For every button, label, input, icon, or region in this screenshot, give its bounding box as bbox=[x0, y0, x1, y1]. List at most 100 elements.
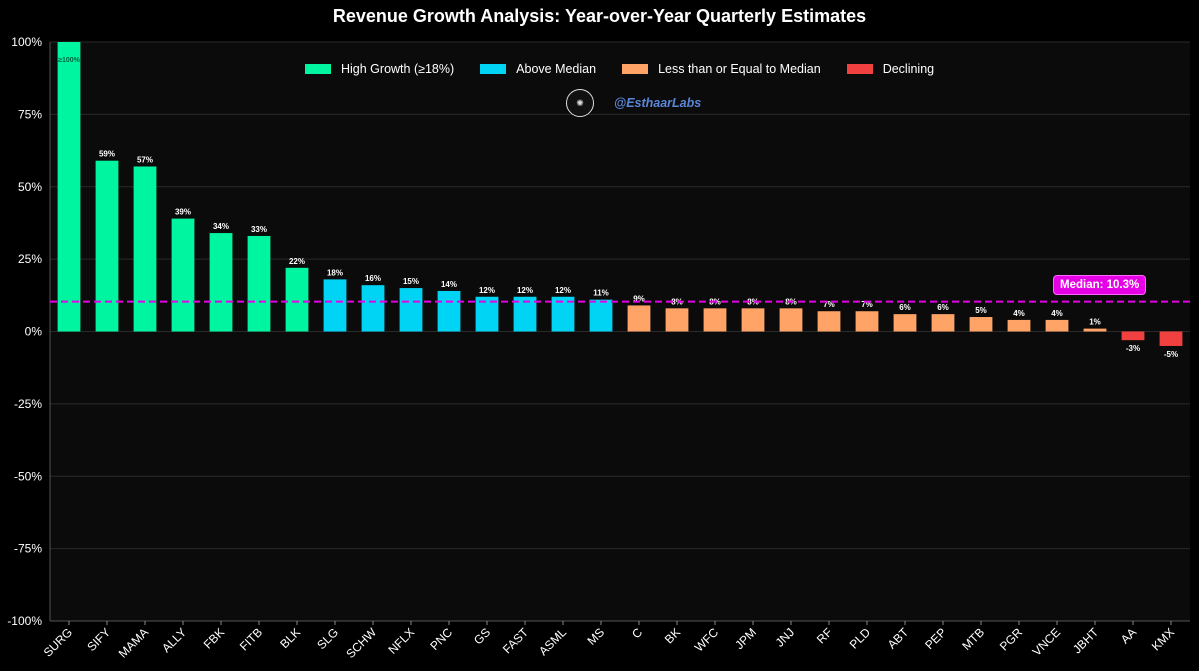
x-tick-label: VNCE bbox=[1030, 625, 1063, 658]
y-tick-label: -100% bbox=[7, 614, 42, 628]
x-tick-label: ALLY bbox=[159, 625, 189, 655]
x-tick-label: NFLX bbox=[386, 625, 418, 657]
legend-swatch-below bbox=[622, 64, 649, 74]
median-label: Median: 10.3% bbox=[1053, 275, 1147, 295]
data-label: 15% bbox=[403, 277, 419, 286]
data-label: 5% bbox=[975, 306, 987, 315]
data-label: 6% bbox=[937, 303, 949, 312]
x-tick-label: JNJ bbox=[773, 625, 798, 650]
x-tick-label: FITB bbox=[237, 625, 265, 653]
x-tick-label: MAMA bbox=[116, 625, 151, 660]
data-label: -3% bbox=[1126, 344, 1140, 353]
legend-item-below: Less than or Equal to Median bbox=[622, 62, 821, 76]
legend-swatch-decl bbox=[846, 64, 873, 74]
bar-fbk bbox=[209, 233, 233, 332]
data-label: ≥100% bbox=[58, 57, 81, 64]
bar-jpm bbox=[741, 308, 765, 332]
x-tick-label: SURG bbox=[41, 625, 75, 659]
legend-label-above: Above Median bbox=[516, 62, 597, 76]
data-label: 16% bbox=[365, 274, 381, 283]
y-tick-label: 0% bbox=[25, 325, 43, 339]
bar-abt bbox=[893, 314, 917, 332]
bar-schw bbox=[361, 285, 385, 332]
x-tick-label: MS bbox=[584, 625, 607, 648]
x-tick-label: JPM bbox=[732, 625, 759, 652]
bar-jbht bbox=[1083, 328, 1107, 332]
bar-rf bbox=[817, 311, 841, 332]
x-tick-label: JBHT bbox=[1070, 625, 1102, 657]
bar-pep bbox=[931, 314, 955, 332]
y-tick-label: -50% bbox=[14, 469, 42, 483]
legend-swatch-high bbox=[305, 64, 331, 74]
bar-jnj bbox=[779, 308, 803, 332]
data-label: 18% bbox=[327, 268, 343, 277]
x-tick-label: SIFY bbox=[84, 625, 113, 654]
data-label: 7% bbox=[861, 300, 873, 309]
bar-c bbox=[627, 305, 651, 332]
bar-aa bbox=[1121, 331, 1145, 341]
bar-vnce bbox=[1045, 319, 1069, 332]
bar-fitb bbox=[247, 235, 271, 332]
x-tick-label: MTB bbox=[959, 625, 987, 653]
legend-item-decl: Declining bbox=[846, 62, 935, 76]
bar-pld bbox=[855, 311, 879, 332]
watermark-text: @EsthaarLabs bbox=[614, 96, 702, 110]
data-label: 59% bbox=[99, 150, 115, 159]
data-label: 57% bbox=[137, 155, 153, 164]
bar-kmx bbox=[1159, 331, 1183, 346]
x-tick-label: ASML bbox=[536, 625, 569, 658]
x-tick-label: C bbox=[629, 625, 645, 641]
chart-legend: High Growth (≥18%) Above Median Less tha… bbox=[305, 62, 960, 76]
data-label: 12% bbox=[479, 286, 495, 295]
data-label: 12% bbox=[555, 286, 571, 295]
y-tick-label: -25% bbox=[14, 397, 42, 411]
y-tick-label: 50% bbox=[18, 180, 42, 194]
data-label: 11% bbox=[593, 289, 609, 298]
bar-surg bbox=[57, 42, 81, 332]
bar-asml bbox=[551, 296, 575, 332]
lab-logo-icon: ✺ bbox=[566, 89, 594, 117]
bar-pgr bbox=[1007, 319, 1031, 332]
legend-item-high: High Growth (≥18%) bbox=[305, 62, 454, 76]
x-tick-label: BLK bbox=[277, 625, 303, 651]
legend-label-decl: Declining bbox=[882, 62, 935, 76]
data-label: -5% bbox=[1164, 350, 1178, 359]
x-tick-label: RF bbox=[814, 625, 835, 646]
x-tick-label: FAST bbox=[500, 625, 532, 657]
x-tick-label: ABT bbox=[885, 625, 912, 652]
data-label: 8% bbox=[747, 297, 759, 306]
bar-nflx bbox=[399, 288, 423, 332]
x-tick-label: PNC bbox=[427, 625, 455, 653]
data-label: 33% bbox=[251, 225, 267, 234]
bar-mtb bbox=[969, 317, 993, 332]
data-label: 7% bbox=[823, 300, 835, 309]
x-tick-label: SLG bbox=[314, 625, 341, 652]
x-tick-label: GS bbox=[471, 625, 493, 647]
data-label: 34% bbox=[213, 222, 229, 231]
bar-sify bbox=[95, 160, 119, 332]
bar-blk bbox=[285, 267, 309, 332]
y-tick-label: -75% bbox=[14, 542, 42, 556]
bar-ms bbox=[589, 299, 613, 332]
data-label: 4% bbox=[1013, 309, 1025, 318]
data-label: 1% bbox=[1089, 318, 1101, 327]
legend-label-below: Less than or Equal to Median bbox=[658, 62, 821, 76]
x-tick-label: WFC bbox=[692, 625, 721, 654]
x-tick-label: KMX bbox=[1149, 625, 1177, 653]
legend-label-high: High Growth (≥18%) bbox=[341, 62, 455, 76]
x-tick-label: PEP bbox=[922, 625, 949, 652]
data-label: 9% bbox=[633, 294, 645, 303]
bar-gs bbox=[475, 296, 499, 332]
data-label: 6% bbox=[899, 303, 911, 312]
data-label: 39% bbox=[175, 208, 191, 217]
bar-bk bbox=[665, 308, 689, 332]
data-label: 14% bbox=[441, 280, 457, 289]
x-tick-label: SCHW bbox=[343, 625, 379, 661]
x-tick-label: PGR bbox=[997, 625, 1026, 654]
bar-fast bbox=[513, 296, 537, 332]
bar-mama bbox=[133, 166, 157, 332]
x-tick-label: PLD bbox=[847, 625, 874, 652]
data-label: 12% bbox=[517, 286, 533, 295]
chart-title: Revenue Growth Analysis: Year-over-Year … bbox=[332, 6, 867, 26]
